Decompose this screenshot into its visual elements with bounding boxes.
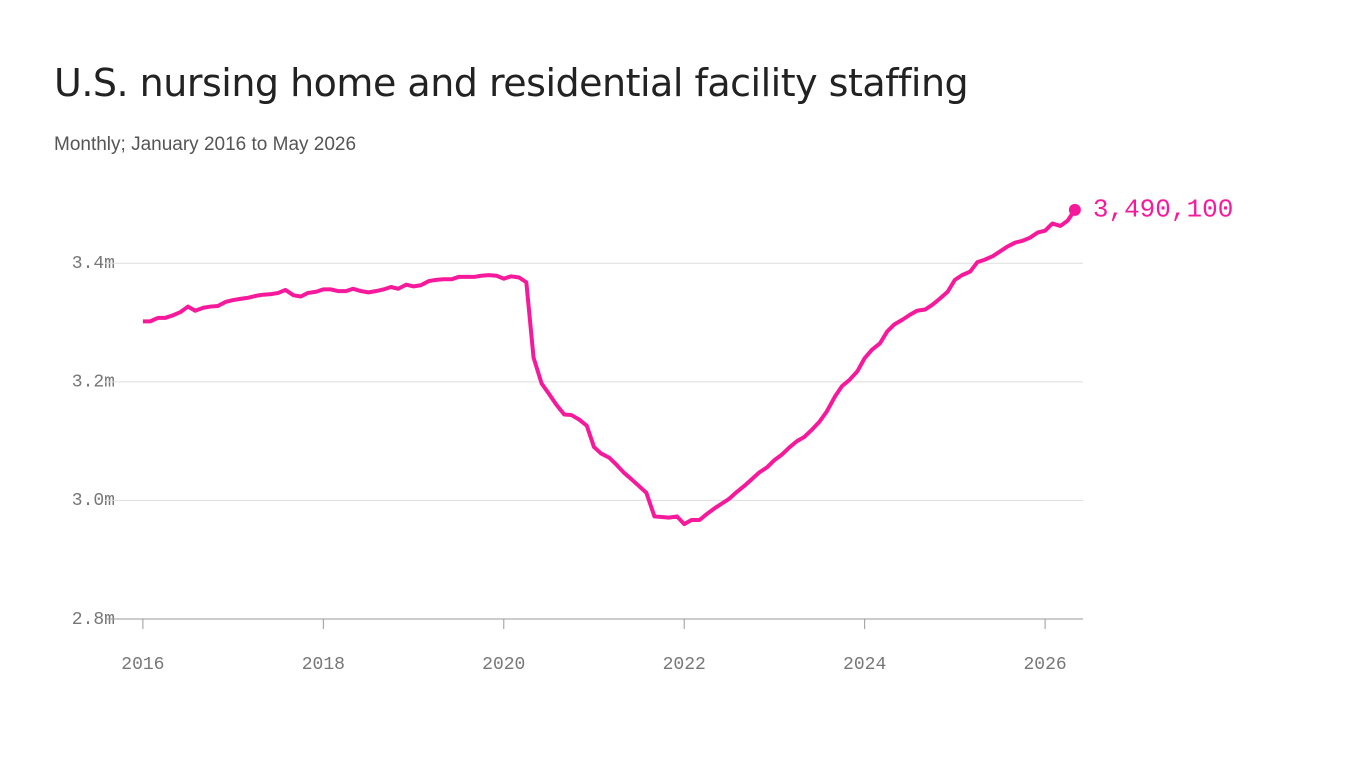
data-line (142, 208, 1077, 527)
y-tick-label: 3.0m (72, 491, 115, 511)
chart-subtitle: Monthly; January 2016 to May 2026 (54, 134, 356, 155)
x-tick-label: 2016 (121, 655, 164, 675)
value-label: 3,490,100 (1093, 195, 1233, 225)
x-tick-label: 2024 (843, 655, 886, 675)
end-point (1068, 203, 1081, 216)
x-tick-label: 2022 (663, 655, 706, 675)
y-tick-label: 3.2m (72, 373, 115, 393)
x-tick-label: 2020 (482, 655, 525, 675)
y-tick-label: 2.8m (72, 610, 115, 630)
x-tick-label: 2018 (302, 655, 345, 675)
chart-title: U.S. nursing home and residential facili… (54, 61, 968, 105)
y-tick-label: 3.4m (72, 254, 115, 274)
x-tick-label: 2026 (1023, 655, 1066, 675)
